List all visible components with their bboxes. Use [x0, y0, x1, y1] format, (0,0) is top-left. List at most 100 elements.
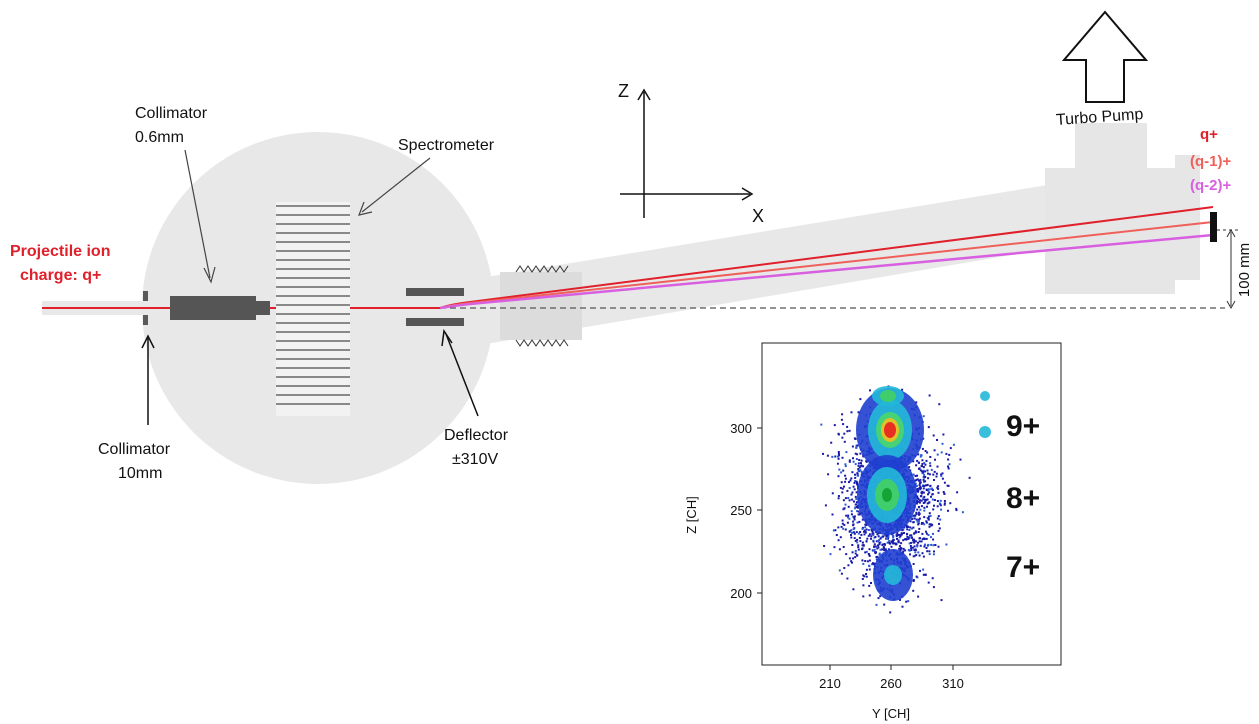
detector-hit	[968, 476, 971, 479]
detector-hit	[841, 491, 844, 494]
detector-hit	[855, 491, 858, 494]
detector-hit	[865, 550, 868, 553]
detector-hit	[919, 487, 922, 490]
detector-hit	[931, 489, 934, 492]
detector-hit	[850, 513, 853, 516]
detector-hit	[882, 547, 885, 550]
detector-hit	[878, 552, 881, 555]
detector-hit	[881, 544, 884, 546]
detector-hit	[923, 462, 926, 464]
detector-hit	[917, 498, 920, 501]
detector-hit	[927, 581, 930, 584]
detector-hit	[924, 463, 927, 466]
detector-hit	[850, 536, 853, 539]
detector-hit	[919, 499, 922, 502]
detector-hit	[928, 523, 931, 526]
detector-hit	[936, 439, 938, 441]
detector-hit	[856, 481, 858, 484]
legend-q: q+	[1200, 126, 1218, 143]
detector-hit	[924, 484, 927, 487]
detector-hit	[885, 535, 888, 538]
detector-hit	[844, 477, 847, 480]
detector-hit	[909, 534, 912, 537]
detector-hit	[925, 532, 928, 535]
detector-hit	[926, 498, 929, 501]
detector-hit	[925, 498, 928, 501]
detector-hit	[912, 460, 915, 463]
detector-hit	[908, 536, 911, 539]
detector-hit	[916, 478, 919, 481]
detector-hit	[856, 483, 859, 486]
detector-hit	[857, 532, 860, 535]
detector-hit	[877, 540, 879, 542]
legend-q2: (q-2)+	[1190, 177, 1231, 194]
detector-hit	[914, 530, 917, 533]
inset-x-tick-310: 310	[942, 676, 964, 691]
detector-hit	[923, 476, 926, 479]
detector-hit	[848, 499, 851, 502]
detector-hit	[886, 541, 889, 544]
detector-hit	[864, 526, 867, 529]
detector-hit	[872, 549, 875, 552]
detector-hit	[941, 477, 944, 480]
detector-hit	[911, 546, 914, 549]
dimension-arrow-bottom-head	[1226, 300, 1236, 310]
detector-hit	[892, 536, 895, 539]
detector-hit	[855, 497, 858, 500]
detector-hit	[913, 532, 916, 535]
detector-hit	[910, 536, 913, 539]
detector-hit	[942, 491, 945, 493]
detector-hit	[913, 545, 916, 548]
detector-hit	[916, 495, 919, 498]
detector-hit	[898, 534, 901, 536]
detector-hit	[848, 487, 851, 489]
detector-hit	[930, 524, 933, 527]
coordinate-axes	[620, 88, 754, 218]
detector-hit	[863, 530, 865, 533]
detector-hit	[852, 520, 855, 523]
detector-hit	[913, 541, 916, 544]
collimator-0.6mm-tip	[256, 301, 270, 315]
detector-hit	[917, 453, 920, 456]
detector-hit	[877, 546, 880, 549]
detector-hit	[831, 513, 834, 516]
detector-hit	[926, 469, 929, 472]
detector-hit	[923, 498, 926, 501]
detector-hit	[928, 550, 931, 553]
collimator-small-pointer-head	[203, 266, 216, 284]
detector-hit	[941, 442, 944, 445]
detector-hit	[940, 474, 943, 477]
detector-hit	[858, 513, 861, 516]
detector-hit	[918, 513, 920, 516]
detector-hit	[874, 551, 877, 554]
detector-hit	[862, 595, 865, 598]
detector-hit	[842, 527, 845, 530]
detector-hit	[823, 545, 826, 547]
charge-label-7: 7+	[1006, 551, 1040, 584]
detector-hit	[834, 529, 837, 532]
detector-hit	[916, 508, 919, 511]
bellows-zigzag-top	[515, 265, 569, 273]
detector-hit	[927, 472, 929, 475]
detector-hit	[855, 531, 858, 534]
detector-hit	[896, 537, 898, 540]
detector-hit	[907, 600, 910, 603]
detector-hit	[870, 582, 872, 584]
detector-hit	[937, 487, 940, 490]
detector-hit	[853, 500, 855, 503]
detector-hit	[862, 562, 865, 565]
detector-hit	[929, 462, 932, 465]
detector-hit	[917, 523, 920, 526]
detector-hit	[861, 518, 864, 521]
detector-hit	[858, 466, 861, 469]
detector-hit	[919, 544, 922, 547]
detector-hit	[853, 532, 856, 535]
detector-hit	[915, 401, 918, 404]
spectrometer-label: Spectrometer	[398, 137, 495, 154]
detector-hit	[868, 554, 871, 557]
detector-hit	[907, 525, 910, 528]
detector-hit	[861, 527, 864, 530]
detector-hit	[927, 488, 930, 491]
detector-hit	[846, 577, 849, 580]
detector-hit	[867, 534, 870, 537]
